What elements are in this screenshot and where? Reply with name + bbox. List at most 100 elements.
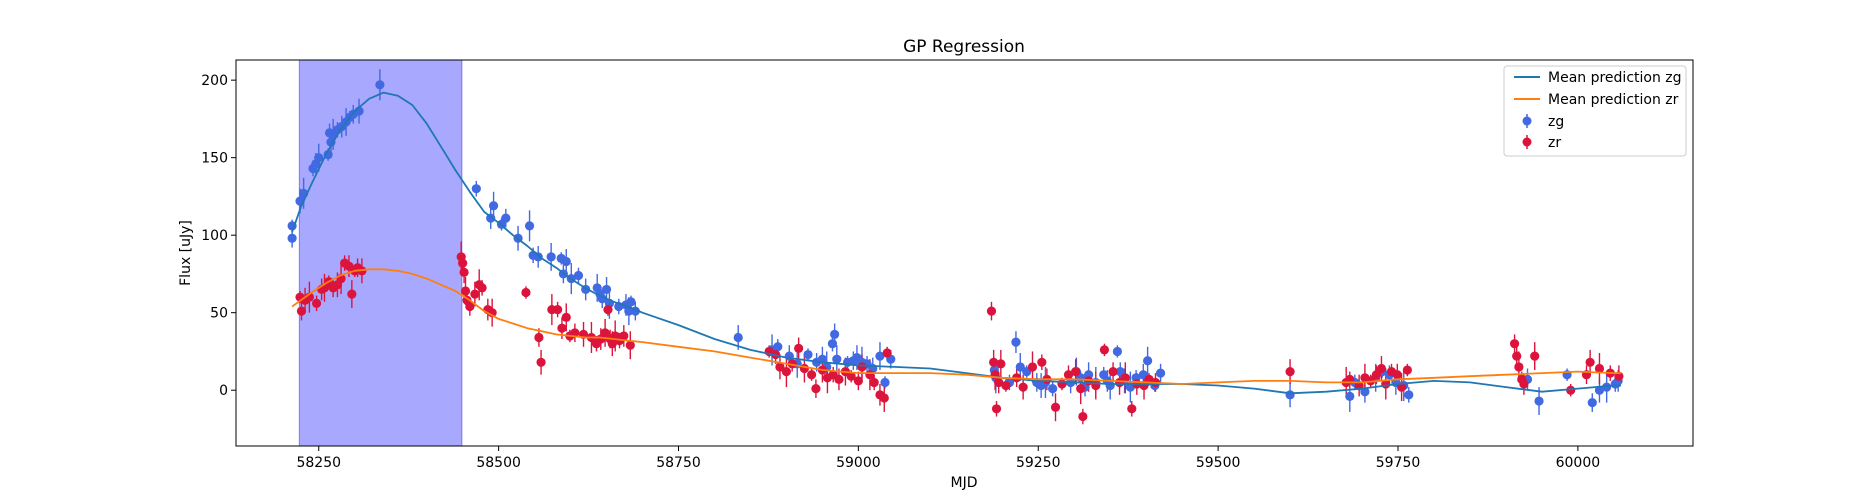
legend: Mean prediction zg Mean prediction zr zg… [1504,66,1686,156]
data-point-zr [458,258,467,267]
data-point-zr [1403,365,1412,374]
data-point-zr [807,370,816,379]
x-tick-label: 59750 [1376,455,1421,471]
data-point-zg [1143,356,1152,365]
data-point-zr [553,305,562,314]
y-tick-label: 150 [201,151,228,167]
data-point-zr [782,367,791,376]
data-point-zr [1519,379,1528,388]
legend-label-zg-line: Mean prediction zg [1548,70,1682,86]
data-point-zr [461,286,470,295]
data-point-zg [525,221,534,230]
data-point-zg [574,271,583,280]
data-point-zr [312,299,321,308]
x-tick-label: 59500 [1196,455,1241,471]
data-point-zg [472,184,481,193]
data-point-zr [1393,370,1402,379]
data-point-zg [880,378,889,387]
data-point-zr [470,289,479,298]
data-point-zg [626,297,635,306]
data-point-zr [1057,379,1066,388]
mean-prediction-zr-line [292,269,1621,384]
data-point-zr [459,268,468,277]
y-axis-label: Flux [uJy] [178,220,194,286]
x-tick-label: 59000 [836,455,881,471]
data-point-zr [521,288,530,297]
data-point-zr [1510,339,1519,348]
data-point-zg [1404,390,1413,399]
data-point-zr [992,404,1001,413]
data-point-zr [996,359,1005,368]
data-point-zr [1051,403,1060,412]
data-point-zr [297,307,306,316]
plot-area [288,60,1624,446]
legend-label-zg: zg [1548,114,1564,130]
data-point-zg [489,201,498,210]
data-point-zr [1028,362,1037,371]
data-point-zg [1156,369,1165,378]
y-axis: 050100150200 [201,73,236,399]
highlight-region [299,60,462,446]
data-point-zr [536,358,545,367]
data-point-zr [1586,358,1595,367]
data-point-zr [1530,351,1539,360]
data-point-zg [1285,390,1294,399]
data-point-zr [1076,384,1085,393]
data-point-zr [603,305,612,314]
data-point-zg [1534,396,1543,405]
data-point-zg [1588,398,1597,407]
x-tick-label: 58750 [656,455,701,471]
data-point-zr [834,375,843,384]
data-point-zr [857,362,866,371]
legend-label-zr-line: Mean prediction zr [1548,92,1679,108]
data-point-zr [1001,381,1010,390]
data-point-zg [1011,338,1020,347]
data-point-zr [854,376,863,385]
data-point-zr [811,384,820,393]
data-point-zr [794,344,803,353]
data-point-zg [1345,392,1354,401]
data-point-zr [1108,367,1117,376]
x-tick-label: 59250 [1016,455,1061,471]
data-point-zr [1377,364,1386,373]
y-tick-label: 0 [219,383,228,399]
data-point-zg [288,234,297,243]
data-point-zr [1078,412,1087,421]
data-point-zg [1106,381,1115,390]
legend-marker-zg [1523,117,1532,126]
data-point-zg [547,252,556,261]
data-point-zr [1100,345,1109,354]
data-point-zg [734,333,743,342]
data-point-zr [1019,382,1028,391]
mean-prediction-zg-line [292,93,1621,394]
data-point-zr [534,333,543,342]
chart-title: GP Regression [903,37,1025,57]
data-point-zr [1285,367,1294,376]
data-point-zg [773,342,782,351]
data-point-zg [562,257,571,266]
data-point-zr [800,364,809,373]
data-point-zr [870,378,879,387]
data-point-zr [883,348,892,357]
data-point-zr [880,393,889,402]
data-point-zr [1071,367,1080,376]
data-point-zg [1048,384,1057,393]
x-axis-label: MJD [951,475,978,491]
data-point-zr [987,307,996,316]
data-point-zr [1514,362,1523,371]
data-point-zg [1113,347,1122,356]
data-point-zg [501,214,510,223]
data-point-zg [803,350,812,359]
data-point-zr [1037,358,1046,367]
data-point-zr [865,370,874,379]
data-point-zr [557,324,566,333]
data-point-zr [562,313,571,322]
data-point-zg [375,80,384,89]
data-point-zr [347,289,356,298]
x-axis: 58250 58500 58750 59000 59250 59500 59750 60000 [296,446,1600,471]
x-tick-label: 58250 [296,455,341,471]
x-tick-label: 58500 [476,455,521,471]
x-tick-label: 60000 [1556,455,1601,471]
y-tick-label: 200 [201,73,228,89]
